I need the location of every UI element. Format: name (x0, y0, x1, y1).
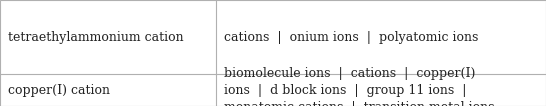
Text: copper(I) cation: copper(I) cation (8, 84, 110, 97)
Text: cations  |  onium ions  |  polyatomic ions: cations | onium ions | polyatomic ions (224, 31, 478, 44)
Text: biomolecule ions  |  cations  |  copper(I)
ions  |  d block ions  |  group 11 io: biomolecule ions | cations | copper(I) i… (224, 67, 494, 106)
Text: tetraethylammonium cation: tetraethylammonium cation (8, 31, 184, 44)
